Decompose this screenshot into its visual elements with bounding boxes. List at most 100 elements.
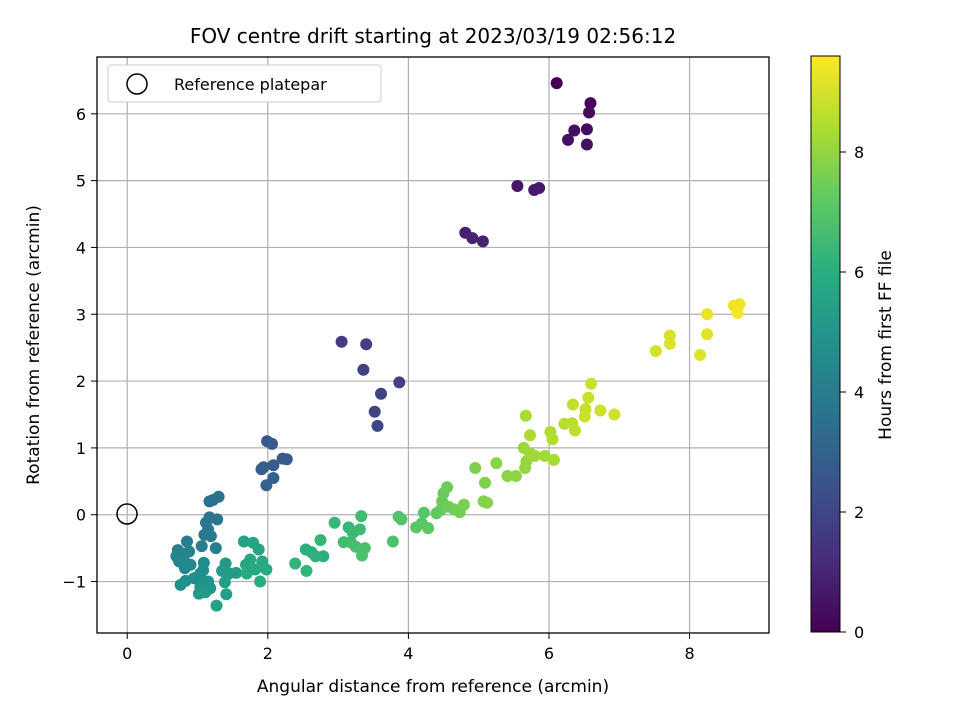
scatter-point: [368, 405, 381, 418]
scatter-point: [260, 563, 273, 576]
scatter-point: [547, 453, 560, 466]
scatter-point: [479, 476, 491, 489]
x-axis-ticks: 0 2 4 6 8: [122, 633, 695, 663]
scatter-point: [562, 133, 574, 146]
scatter-point: [328, 516, 341, 529]
scatter-point: [252, 543, 265, 556]
scatter-point: [237, 535, 250, 548]
scatter-point: [178, 562, 191, 575]
scatter-point: [538, 449, 551, 462]
scatter-point: [395, 513, 408, 526]
scatter-point: [568, 124, 581, 137]
colorbar-tick-label: 2: [854, 503, 864, 522]
scatter-point: [511, 180, 524, 192]
scatter-point: [203, 495, 216, 508]
scatter-point: [349, 540, 362, 553]
scatter-point: [528, 184, 541, 196]
x-tick-label: 8: [684, 644, 694, 663]
y-tick-label: 2: [76, 372, 86, 391]
scatter-point: [469, 462, 482, 474]
scatter-point: [240, 567, 253, 580]
scatter-point: [356, 549, 368, 562]
scatter-point: [195, 540, 208, 553]
scatter-point: [580, 138, 593, 151]
colorbar-tick-label: 6: [854, 263, 864, 282]
scatter-point: [280, 453, 293, 466]
scatter-point: [528, 449, 541, 462]
colorbar-ticks: 0 2 4 6 8: [840, 143, 864, 642]
scatter-point: [355, 510, 368, 523]
scatter-point: [578, 410, 591, 423]
scatter-point: [608, 408, 621, 421]
scatter-point: [230, 566, 243, 579]
scatter-point: [309, 550, 322, 563]
y-axis-label: Rotation from reference (arcmin): [24, 205, 44, 485]
legend-box: [107, 64, 382, 103]
scatter-point: [466, 232, 479, 245]
colorbar-label: Hours from first FF file: [876, 250, 896, 440]
scatter-point: [490, 457, 503, 470]
scatter-point: [410, 521, 423, 534]
data-points: [170, 77, 746, 612]
scatter-point: [211, 513, 224, 526]
scatter-point: [584, 97, 597, 110]
legend-marker-reference: [126, 73, 148, 95]
scatter-point: [181, 535, 193, 548]
reference-point: [116, 503, 138, 525]
y-tick-label: 6: [76, 105, 86, 124]
x-tick-label: 4: [403, 644, 413, 663]
y-tick-label: 1: [76, 439, 86, 458]
colorbar-tick-label: 4: [854, 383, 864, 402]
scatter-point: [300, 564, 313, 577]
colorbar-tick-label: 0: [854, 623, 864, 642]
scatter-point: [481, 496, 494, 509]
plot-frame: [96, 56, 770, 634]
scatter-point: [422, 522, 435, 535]
scatter-point: [360, 338, 373, 351]
scatter-point: [580, 123, 593, 136]
scatter-point: [509, 470, 522, 482]
scatter-point: [375, 387, 387, 400]
scatter-point: [457, 498, 470, 511]
y-axis-ticks: −1 0 1 2 3 4 5 6: [62, 105, 97, 592]
y-tick-label: −1: [62, 573, 86, 592]
colorbar-tick-label: 8: [854, 143, 864, 162]
scatter-point: [199, 586, 212, 599]
scatter-point: [289, 557, 302, 570]
scatter-point: [524, 429, 536, 442]
scatter-point: [441, 481, 454, 494]
scatter-point: [255, 463, 268, 476]
scatter-point: [266, 437, 278, 450]
legend-label-reference: Reference platepar: [174, 75, 327, 94]
scatter-point: [218, 576, 231, 589]
scatter-point: [393, 376, 406, 389]
scatter-point: [240, 558, 252, 571]
scatter-point: [594, 404, 607, 417]
scatter-point: [260, 479, 273, 492]
scatter-point: [694, 349, 707, 361]
scatter-point: [220, 588, 233, 601]
scatter-point: [371, 419, 384, 432]
scatter-point: [731, 306, 744, 319]
scatter-point: [386, 535, 399, 548]
scatter-point: [663, 337, 676, 350]
x-axis-label: Angular distance from reference (arcmin): [257, 677, 609, 697]
scatter-point: [353, 523, 366, 536]
scatter-point: [585, 377, 598, 390]
y-tick-label: 0: [76, 506, 86, 525]
scatter-point: [701, 308, 714, 321]
scatter-point: [314, 534, 327, 547]
scatter-point: [174, 578, 187, 591]
scatter-point: [519, 409, 532, 422]
scatter-point: [546, 433, 559, 446]
colorbar: 0 2 4 6 8 Hours from first FF file: [810, 55, 896, 642]
scatter-point: [583, 106, 596, 119]
scatter-point: [701, 328, 714, 341]
scatter-point: [254, 575, 267, 588]
scatter-point: [582, 391, 595, 404]
scatter-point: [566, 398, 579, 411]
scatter-point: [210, 599, 223, 612]
x-tick-label: 0: [122, 644, 132, 663]
chart-title: FOV centre drift starting at 2023/03/19 …: [190, 24, 676, 48]
